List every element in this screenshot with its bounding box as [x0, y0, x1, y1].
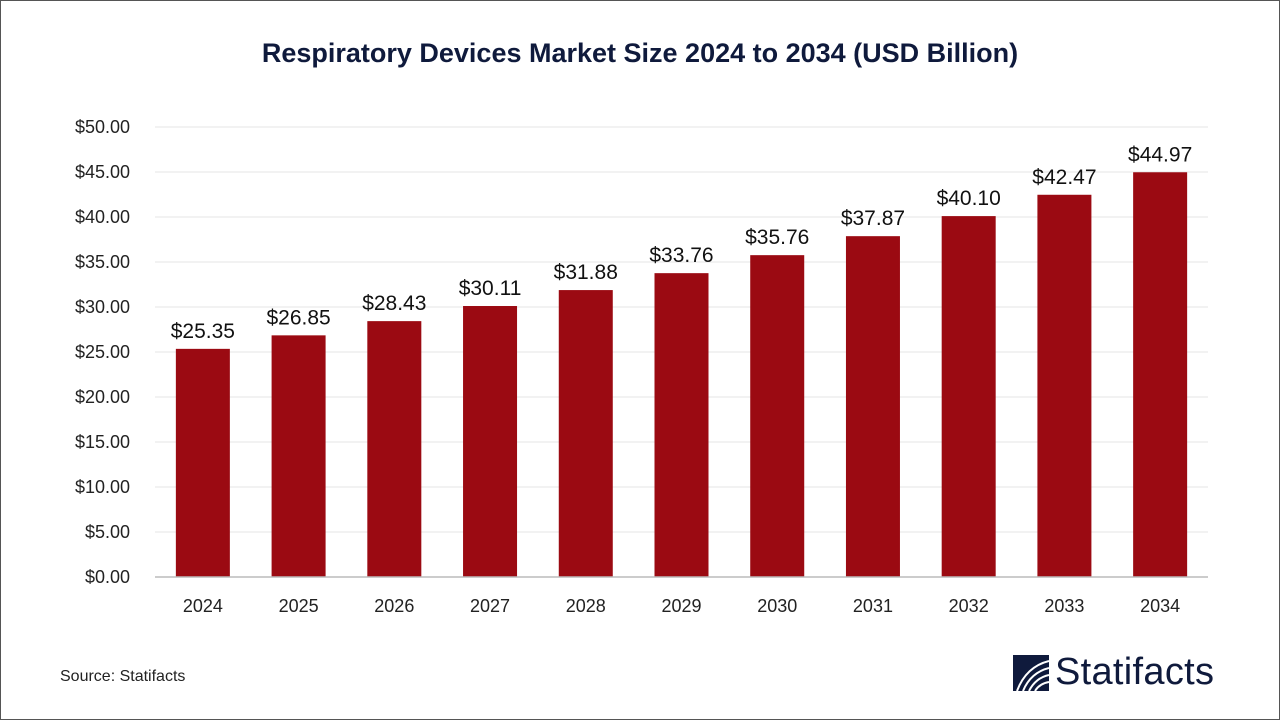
y-tick-label: $35.00 [75, 252, 130, 272]
x-tick-label: 2029 [661, 596, 701, 616]
y-tick-label: $5.00 [85, 522, 130, 542]
y-tick-label: $40.00 [75, 207, 130, 227]
data-label: $30.11 [459, 277, 522, 300]
bar [941, 216, 996, 577]
bar [175, 348, 230, 577]
y-tick-label: $20.00 [75, 387, 130, 407]
x-tick-label: 2034 [1140, 596, 1180, 616]
bar [1133, 172, 1188, 577]
data-label: $33.76 [649, 244, 713, 267]
statifacts-logo: Statifacts [1013, 651, 1214, 694]
bar [750, 255, 805, 577]
x-tick-label: 2028 [566, 596, 606, 616]
data-label: $42.47 [1032, 166, 1096, 189]
bar [845, 236, 900, 578]
x-tick-label: 2024 [183, 596, 223, 616]
data-label: $31.88 [554, 261, 618, 284]
y-tick-label: $10.00 [75, 477, 130, 497]
data-label: $26.85 [266, 306, 330, 329]
x-tick-label: 2030 [757, 596, 797, 616]
y-tick-label: $25.00 [75, 342, 130, 362]
bar [1037, 194, 1092, 577]
data-label: $28.43 [362, 292, 426, 315]
bar [654, 273, 709, 577]
x-tick-label: 2031 [853, 596, 893, 616]
x-tick-label: 2026 [374, 596, 414, 616]
data-label: $40.10 [937, 187, 1001, 210]
data-label: $25.35 [171, 320, 235, 343]
x-tick-label: 2032 [949, 596, 989, 616]
y-tick-label: $0.00 [85, 567, 130, 587]
x-tick-label: 2027 [470, 596, 510, 616]
y-tick-label: $15.00 [75, 432, 130, 452]
bar [367, 321, 422, 577]
chart-title: Respiratory Devices Market Size 2024 to … [261, 38, 1019, 68]
source-note: Source: Statifacts [60, 668, 186, 685]
data-label: $35.76 [745, 226, 809, 249]
y-tick-label: $50.00 [75, 117, 130, 137]
data-label: $44.97 [1128, 143, 1192, 166]
bar [558, 290, 613, 577]
logo-text: Statifacts [1055, 651, 1215, 693]
bar [463, 306, 518, 577]
y-tick-label: $45.00 [75, 162, 130, 182]
data-label: $37.87 [841, 207, 905, 230]
bar [271, 335, 326, 577]
x-tick-label: 2025 [279, 596, 319, 616]
y-tick-label: $30.00 [75, 297, 130, 317]
logo-mark-icon [1013, 654, 1049, 691]
x-tick-label: 2033 [1044, 596, 1084, 616]
